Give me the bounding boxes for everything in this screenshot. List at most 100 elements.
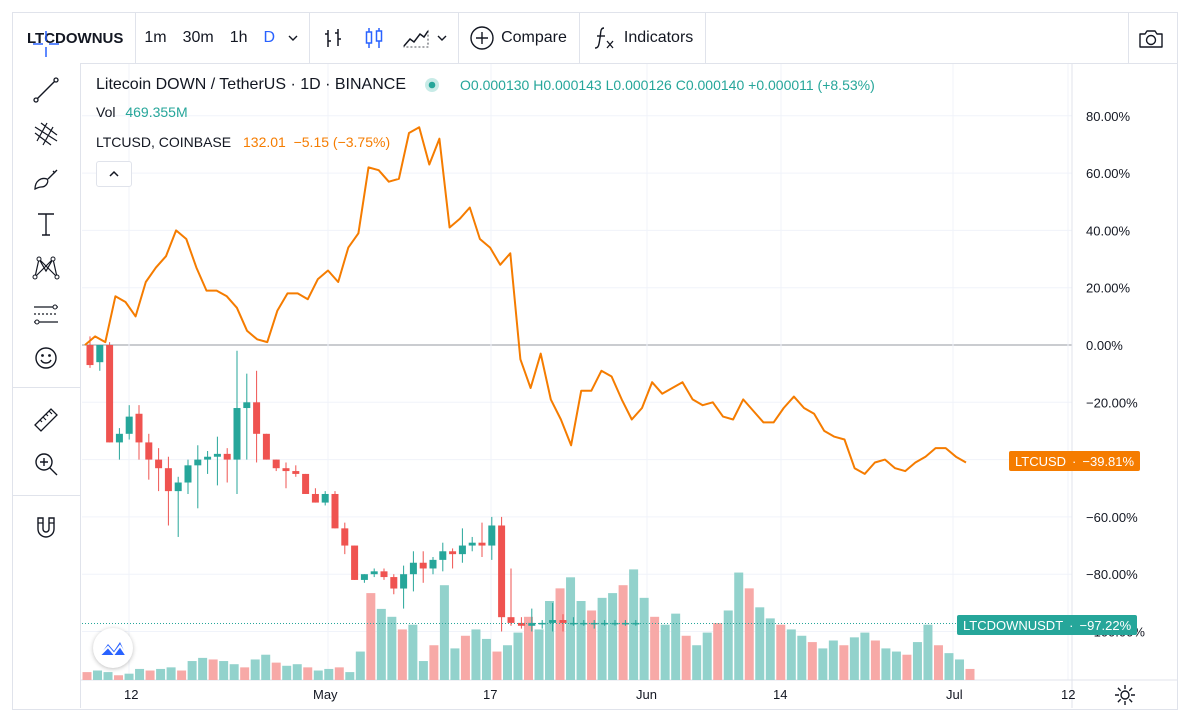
timeframe-d[interactable]: D [263,29,276,46]
area-type-button[interactable] [394,13,434,63]
toolbar-divider [458,13,460,63]
toolbar-divider [13,495,80,496]
volume-bar [755,607,765,680]
candle-body [611,622,619,625]
brush-tool[interactable] [31,165,61,195]
volume-bar [576,601,586,680]
settings-icon [1115,685,1135,705]
candle-body [409,562,417,575]
zoom-tool[interactable] [31,449,61,479]
timeframe-1h[interactable]: 1h [229,29,248,46]
fib-icon [34,122,58,146]
x-tick-label: Jul [946,687,963,702]
trend-line-tool[interactable] [31,75,61,105]
fib-tool[interactable] [31,119,61,149]
volume-bar [303,667,313,680]
legend-collapse-button[interactable] [96,161,132,187]
bar-type-button[interactable] [310,13,354,63]
legend-title[interactable]: Litecoin DOWN / TetherUS · 1D · BINANCE [96,76,407,93]
volume-bar [839,645,849,680]
candle-body [253,402,261,434]
candle-body [498,525,506,618]
candle-type-button[interactable] [354,13,394,63]
volume-bar [198,657,208,680]
volume-bar [156,668,166,680]
candle-type-icon [365,28,383,48]
volume-legend[interactable]: Vol 469.355M [96,104,188,120]
snapshot-button[interactable] [1136,24,1166,54]
candle-body [632,622,640,625]
volume-bar [460,635,470,680]
candle-body [135,413,143,443]
prediction-tool[interactable] [31,299,61,329]
candle-body [115,433,123,443]
volume-bar [103,672,113,680]
volume-bar [786,629,796,680]
x-tick-label: May [313,687,338,702]
volume-bar [629,569,639,680]
crosshair-tool[interactable] [31,29,61,59]
chevron-up-icon [109,170,119,177]
volume-bar [639,597,649,680]
volume-bar [471,629,481,680]
open-label: O [460,77,471,93]
text-tool[interactable] [31,209,61,239]
volume-bar [524,616,533,680]
prediction-icon [34,304,58,325]
compare-label: Compare [501,29,567,46]
y-tick-label: 20.00% [1086,281,1131,296]
plus-circle-icon [470,26,494,50]
indicators-button[interactable]: Indicators [580,13,705,63]
candle-body [390,577,398,589]
volume-bar [177,670,187,680]
drawing-toolbar [13,31,81,708]
candle-body [213,453,221,457]
measure-tool[interactable] [31,405,61,435]
tradingview-logo[interactable] [93,628,133,668]
volume-bar [597,597,607,680]
high-value: 0.000143 [543,77,602,93]
volume-bar [692,645,702,680]
volume-bar [261,654,271,680]
candle-body [370,571,378,575]
compare-values: 132.01 −5.15 (−3.75%) [243,134,391,150]
compare-button[interactable]: Compare [459,13,579,63]
volume-bar [954,659,964,680]
magnet-tool[interactable] [31,513,61,543]
candle-body [380,571,388,578]
volume-bar [387,616,397,680]
crosshair-icon [33,31,59,57]
candle-body [174,482,182,492]
candle-body [282,468,290,472]
emoji-tool[interactable] [31,343,61,373]
volume-bar [492,651,502,680]
main-price-tag: LTCDOWNUSDT · −97.22% [957,615,1138,635]
compare-legend[interactable]: LTCUSD, COINBASE 132.01 −5.15 (−3.75%) [96,134,390,150]
timeframe-1m[interactable]: 1m [144,29,167,46]
area-type-icon [403,29,429,48]
timeframe-30m[interactable]: 30m [182,29,214,46]
pattern-tool[interactable] [31,253,61,283]
volume-bar [439,585,449,680]
candle-body [517,622,525,626]
ltcusd-compare-line [84,126,967,475]
volume-bar [376,608,386,680]
chart-type-dropdown[interactable] [434,13,458,63]
chart-settings-button[interactable] [1112,682,1138,708]
volume-bar [923,624,933,680]
main-tag-value: −97.22% [1079,617,1132,633]
candle-body [262,433,270,460]
volume-bar [250,659,260,680]
camera-icon [1139,30,1163,48]
symbol-search-button[interactable]: LTCDOWNUS [27,29,124,47]
candle-body [341,528,349,546]
volume-bar [618,585,628,680]
timeframe-dropdown[interactable] [283,13,309,63]
volume-bar [124,673,134,680]
volume-bar [860,632,870,680]
volume-bar [555,588,565,680]
ltcusd-tag-label: LTCUSD [1015,453,1067,469]
volume-bar [650,616,660,680]
y-tick-label: −20.00% [1086,395,1138,410]
